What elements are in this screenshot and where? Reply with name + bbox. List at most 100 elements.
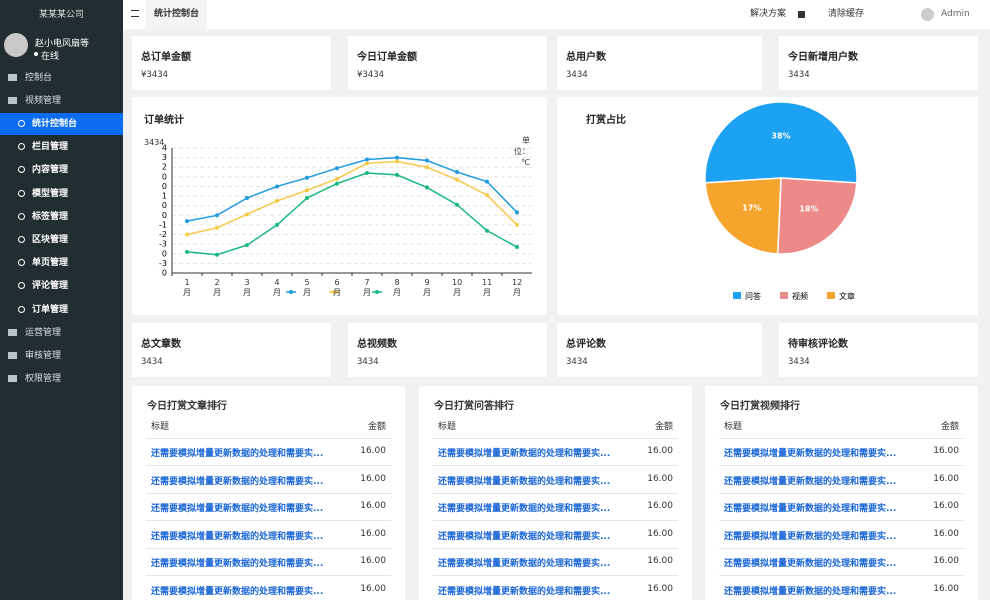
row-title[interactable]: 还需要模拟增量更新数据的处理和需要实... <box>438 586 611 597</box>
data-point <box>395 155 399 160</box>
menu-item[interactable]: 审核管理 <box>0 345 123 367</box>
stat-value: 3434 <box>788 70 810 80</box>
sidebar: 某某某公司 赵小电风扇等 在线 控制台 视频管理 统计控制台 栏目管理 内容管理 模型管理… <box>0 0 123 600</box>
menu-icon <box>8 328 17 336</box>
ranking-title: 今日打赏视频排行 <box>720 401 800 412</box>
submenu-item[interactable]: 订单管理 <box>0 299 123 321</box>
slice-label: 17% <box>742 203 761 212</box>
topbar: 统计控制台 解决方案 清除缓存 Admin <box>123 0 990 29</box>
stat-value: 3434 <box>566 70 588 80</box>
top-link[interactable]: 清除缓存 <box>828 9 865 19</box>
y-tick-label: -1 <box>159 220 167 229</box>
user-status: 在线 <box>41 52 60 62</box>
menu-icon <box>8 351 17 359</box>
row-title[interactable]: 还需要模拟增量更新数据的处理和需要实... <box>438 476 611 487</box>
menu-item[interactable]: 运营管理 <box>0 322 123 344</box>
row-title[interactable]: 还需要模拟增量更新数据的处理和需要实... <box>438 531 611 542</box>
row-title[interactable]: 还需要模拟增量更新数据的处理和需要实... <box>724 559 897 569</box>
legend-swatch <box>780 292 788 299</box>
stat-value: ¥3434 <box>141 70 169 80</box>
table-row: 还需要模拟增量更新数据的处理和需要实... 16.00 <box>146 548 391 576</box>
submenu-item[interactable]: 单页管理 <box>0 252 123 274</box>
data-point <box>335 176 339 181</box>
submenu-bullet <box>18 282 25 290</box>
data-point <box>455 202 459 207</box>
data-point <box>515 210 519 215</box>
data-point <box>305 188 309 193</box>
legend-marker-dot <box>375 290 379 294</box>
row-title[interactable]: 还需要模拟增量更新数据的处理和需要实... <box>724 504 897 514</box>
row-title[interactable]: 还需要模拟增量更新数据的处理和需要实... <box>724 476 897 487</box>
row-title[interactable]: 还需要模拟增量更新数据的处理和需要实... <box>151 449 324 459</box>
line-chart-card: 订单统计 3434 单位：℃ 0 -3 0 -3 -2 -1 0 0 1 0 0 2 3 4 1月 2月 3月 4月 5月… <box>132 97 547 315</box>
submenu-item[interactable]: 内容管理 <box>0 159 123 181</box>
submenu-item[interactable]: 统计控制台 <box>0 113 123 135</box>
series-line <box>186 156 518 222</box>
company: 某某某公司 <box>38 10 84 20</box>
data-point <box>215 213 219 218</box>
legend-marker-dot <box>289 290 293 294</box>
home-icon[interactable] <box>798 11 805 18</box>
submenu-item[interactable]: 评论管理 <box>0 275 123 297</box>
table-row: 还需要模拟增量更新数据的处理和需要实... 16.00 <box>433 576 678 600</box>
legend-swatch <box>733 292 741 299</box>
submenu-item[interactable]: 标签管理 <box>0 206 123 228</box>
row-title[interactable]: 还需要模拟增量更新数据的处理和需要实... <box>438 559 611 569</box>
row-amount: 16.00 <box>647 528 673 539</box>
data-point <box>485 193 489 198</box>
submenu-label: 区块管理 <box>32 235 69 245</box>
table-row: 还需要模拟增量更新数据的处理和需要实... 16.00 <box>433 521 678 549</box>
row-amount: 16.00 <box>360 556 386 566</box>
stat-title: 总评论数 <box>566 339 606 350</box>
data-point <box>485 179 489 184</box>
stat-card: 待审核评论数 3434 <box>779 323 978 377</box>
data-point <box>365 171 369 175</box>
top-user[interactable]: Admin <box>941 9 970 19</box>
row-title[interactable]: 还需要模拟增量更新数据的处理和需要实... <box>724 449 897 459</box>
stat-card: 今日订单金额 ¥3434 <box>348 36 547 90</box>
menu-item[interactable]: 权限管理 <box>0 368 123 390</box>
tab[interactable]: 统计控制台 <box>146 0 208 29</box>
y-tick-label: 0 <box>162 182 167 191</box>
submenu-item[interactable]: 栏目管理 <box>0 136 123 158</box>
submenu-bullet <box>18 143 25 151</box>
menu-toggle[interactable] <box>131 10 139 17</box>
column-header: 金额 <box>940 422 959 432</box>
row-title[interactable]: 还需要模拟增量更新数据的处理和需要实... <box>438 504 611 514</box>
menu-item[interactable]: 控制台 <box>0 67 123 89</box>
row-title[interactable]: 还需要模拟增量更新数据的处理和需要实... <box>151 531 324 542</box>
chart-title: 订单统计 <box>144 115 184 126</box>
submenu-item[interactable]: 区块管理 <box>0 229 123 251</box>
x-tick-label: 7月 <box>363 278 371 297</box>
data-point <box>395 159 399 164</box>
row-title[interactable]: 还需要模拟增量更新数据的处理和需要实... <box>151 559 324 569</box>
data-point <box>275 222 279 227</box>
y-tick-label: 1 <box>162 192 167 201</box>
menu-item[interactable]: 视频管理 <box>0 90 123 112</box>
row-title[interactable]: 还需要模拟增量更新数据的处理和需要实... <box>724 586 897 597</box>
submenu-bullet <box>18 212 25 220</box>
table-row: 还需要模拟增量更新数据的处理和需要实... 16.00 <box>433 466 678 494</box>
x-tick-label: 11月 <box>482 278 493 297</box>
status-dot <box>34 52 38 56</box>
user-name: 赵小电风扇等 <box>35 39 90 49</box>
series-line <box>186 160 518 236</box>
table-row: 还需要模拟增量更新数据的处理和需要实... 16.00 <box>146 466 391 494</box>
data-point <box>455 177 459 182</box>
row-title[interactable]: 还需要模拟增量更新数据的处理和需要实... <box>151 504 324 514</box>
x-tick-label: 3月 <box>243 278 251 297</box>
submenu-label: 评论管理 <box>32 281 69 292</box>
row-title[interactable]: 还需要模拟增量更新数据的处理和需要实... <box>438 449 611 459</box>
row-amount: 16.00 <box>360 501 386 511</box>
row-title[interactable]: 还需要模拟增量更新数据的处理和需要实... <box>151 586 324 597</box>
row-title[interactable]: 还需要模拟增量更新数据的处理和需要实... <box>151 476 324 487</box>
top-link[interactable]: 解决方案 <box>750 9 787 19</box>
stat-title: 总视频数 <box>357 339 397 350</box>
table-row: 还需要模拟增量更新数据的处理和需要实... 16.00 <box>433 438 678 466</box>
row-title[interactable]: 还需要模拟增量更新数据的处理和需要实... <box>724 531 897 542</box>
x-tick-label: 9月 <box>423 278 431 297</box>
submenu-label: 标签管理 <box>32 211 69 222</box>
submenu-item[interactable]: 模型管理 <box>0 183 123 205</box>
